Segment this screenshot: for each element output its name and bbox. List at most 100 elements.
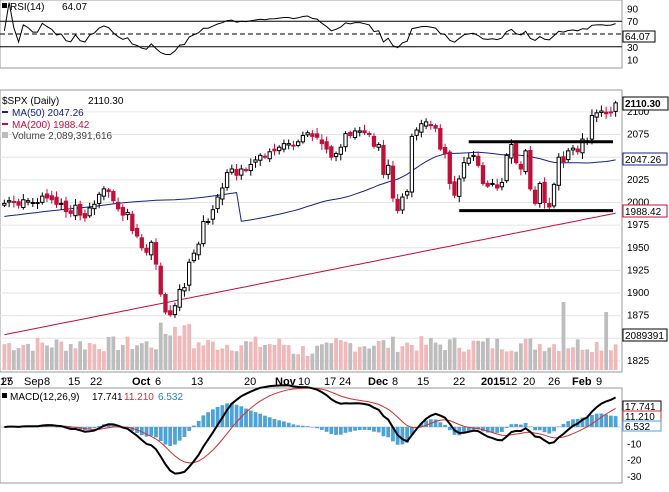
volume-bar (7, 343, 12, 370)
candle-body (54, 196, 59, 205)
candle-body (68, 210, 73, 214)
candle-body (158, 265, 163, 295)
candle-body (414, 129, 419, 136)
date-label: 8 (44, 376, 50, 388)
candle-body (120, 207, 125, 216)
volume-bar (73, 348, 78, 370)
volume-bar (229, 350, 234, 370)
macd-histogram-bar (334, 427, 338, 435)
candle-body (381, 145, 386, 175)
candle-body (343, 133, 348, 148)
macd-legend-signal: 11.210 (124, 392, 154, 403)
volume-bar (433, 342, 438, 370)
volume-bar (116, 350, 120, 370)
volume-bar (101, 351, 106, 370)
candle-body (594, 112, 599, 118)
candle-body (16, 201, 21, 206)
candle-body (362, 130, 367, 134)
candle-body (201, 220, 206, 245)
macd-histogram-bar (111, 424, 116, 427)
candle-body (73, 204, 78, 217)
volume-bar (419, 336, 424, 370)
candle-body (551, 183, 557, 207)
volume-bar (504, 351, 509, 370)
macd-histogram-bar (296, 425, 301, 427)
candle-body (243, 169, 249, 172)
hist-value-label: 6.532 (625, 422, 650, 433)
volume-bar (485, 338, 490, 370)
volume-bar (120, 344, 125, 370)
candle-body (537, 182, 542, 204)
candle-body (272, 148, 277, 152)
candle-body (513, 143, 519, 164)
candle-body (400, 196, 405, 211)
ma50-value-label: 2047.26 (625, 155, 662, 166)
volume-bar (414, 350, 419, 370)
volume-bar (286, 344, 291, 370)
candle-body (348, 132, 353, 136)
volume-bar (533, 349, 537, 370)
volume-bar (500, 349, 504, 370)
hist-value-box (622, 420, 662, 432)
rsi-legend-label: RSI(14) (10, 2, 44, 13)
macd-histogram-bar (49, 426, 54, 427)
volume-bar (594, 342, 599, 370)
macd-histogram-bar (613, 416, 618, 427)
volume-bar (305, 355, 310, 370)
ma200-value-label: 1988.42 (625, 207, 662, 218)
macd-legend-swatch (2, 393, 7, 398)
volume-bar (35, 337, 40, 370)
volume-bar (239, 345, 244, 370)
ma200-legend: MA(200) 1988.42 (12, 120, 90, 131)
candle-body (191, 252, 197, 262)
volume-bar (106, 336, 111, 370)
price-legend-value: 2110.30 (88, 96, 124, 107)
price-tick-label: 1925 (627, 265, 650, 276)
macd-histogram-bar (244, 408, 248, 427)
volume-bar (244, 341, 248, 370)
macd-histogram-bar (528, 426, 533, 427)
volume-bar (54, 339, 59, 370)
candle-body (566, 150, 571, 161)
volume-bar (64, 350, 68, 370)
candle-body (352, 130, 358, 139)
volume-bar (92, 344, 97, 370)
volume-bar (613, 344, 618, 370)
volume-bar (158, 322, 163, 370)
rsi-tick-label: 90 (627, 4, 639, 15)
candle-body (386, 164, 391, 175)
volume-bar (168, 335, 173, 370)
date-label: 9 (596, 376, 602, 388)
candle-body (205, 220, 211, 223)
candle-body (220, 187, 225, 200)
macd-histogram-bar (277, 420, 282, 427)
candle-body (504, 154, 509, 182)
candle-body (575, 148, 580, 153)
candle-body (580, 138, 585, 154)
candle-body (149, 241, 154, 256)
candle-body (30, 201, 35, 204)
volume-bar (83, 349, 87, 370)
volume-bar (552, 344, 556, 370)
macd-histogram-bar (329, 427, 334, 435)
candle-body (404, 191, 410, 196)
rsi-legend-value: 64.07 (62, 2, 87, 13)
macd-histogram-bar (144, 427, 149, 437)
candle-body (239, 168, 244, 176)
macd-histogram-bar (310, 427, 315, 428)
macd-histogram-bar (485, 427, 490, 433)
macd-histogram-bar (466, 427, 471, 432)
volume-bar (443, 349, 447, 370)
candle-body (466, 157, 471, 164)
macd-histogram-bar (315, 427, 320, 429)
candle-body (286, 143, 291, 146)
candle-body (163, 294, 168, 313)
date-label: 2015 (481, 376, 505, 388)
volume-bar (267, 344, 272, 370)
macd-histogram-bar (59, 427, 64, 428)
candle-body (438, 128, 443, 150)
date-label: 22 (90, 376, 102, 388)
price-tick-label: 2025 (627, 175, 650, 186)
date-label: 15 (68, 376, 80, 388)
